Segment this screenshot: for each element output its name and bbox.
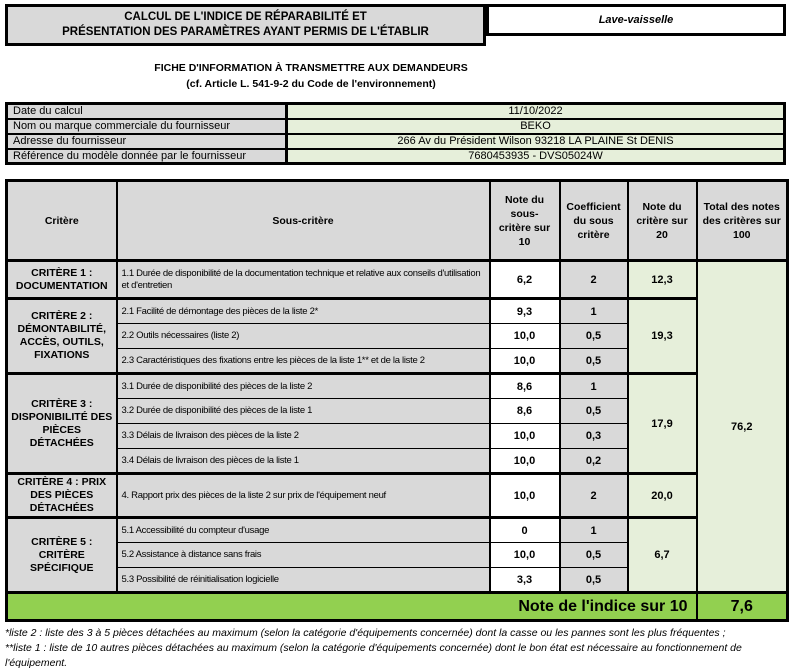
subcriterion-2-3-label: 2.3 Caractéristiques des fixations entre… (115, 348, 491, 374)
table-row: 2.2 Outils nécessaires (liste 2) 10,0 0,… (7, 323, 788, 349)
table-row: 3.2 Durée de disponibilité des pièces de… (7, 398, 788, 424)
subcriterion-2-3-coefficient: 0,5 (558, 348, 629, 374)
subcriterion-4-label: 4. Rapport prix des pièces de la liste 2… (115, 472, 491, 518)
subcriterion-2-1-coefficient: 1 (558, 297, 629, 324)
subcriterion-5-3-coefficient: 0,5 (558, 567, 629, 593)
index-score-value: 7,6 (695, 591, 789, 621)
info-value-brand: BEKO (285, 117, 786, 135)
table-row: 5.2 Assistance à distance sans frais 10,… (7, 542, 788, 568)
footnote-liste-1: **liste 1 : liste de 10 autres pièces dé… (5, 642, 742, 654)
criterion-3-name: CRITÈRE 3 : DISPONIBILITÉ DES PIÈCES DÉT… (5, 372, 118, 474)
table-row: CRITÈRE 2 : DÉMONTABILITÉ, ACCÈS, OUTILS… (5, 297, 788, 374)
col-header-coefficient: Coefficient du sous critère (558, 180, 629, 261)
product-type-label: Lave-vaisselle (598, 14, 674, 26)
subcriterion-3-3-label: 3.3 Délais de livraison des pièces de la… (115, 423, 491, 449)
subcriterion-1-1-coefficient: 2 (558, 259, 629, 299)
index-score-label: Note de l'indice sur 10 (5, 591, 698, 621)
subcriterion-3-1-label: 3.1 Durée de disponibilité des pièces de… (115, 372, 491, 399)
subcriterion-2-2-coefficient: 0,5 (558, 323, 629, 349)
criterion-3-score-20: 17,9 (626, 372, 698, 474)
subcriterion-3-4-coefficient: 0,2 (558, 448, 629, 474)
subcriterion-5-2-coefficient: 0,5 (558, 542, 629, 568)
subcriterion-5-1-label: 5.1 Accessibilité du compteur d'usage (115, 516, 491, 543)
subcriterion-3-4-label: 3.4 Délais de livraison des pièces de la… (115, 448, 491, 474)
footnotes: *liste 2 : liste des 3 à 5 pièces détach… (5, 626, 786, 671)
total-score-100: 76,2 (695, 259, 789, 593)
criterion-1-name: CRITÈRE 1 : DOCUMENTATION (5, 259, 118, 299)
document-header: CALCUL DE L'INDICE DE RÉPARABILITÉ ET PR… (5, 4, 786, 46)
table-row: CRITÈRE 1 : DOCUMENTATION 1.1 Durée de d… (5, 259, 789, 593)
subcriterion-3-2-label: 3.2 Durée de disponibilité des pièces de… (115, 398, 491, 424)
document-subtitle: FICHE D'INFORMATION À TRANSMETTRE AUX DE… (5, 60, 617, 92)
criterion-4-name: CRITÈRE 4 : PRIX DES PIÈCES DÉTACHÉES (5, 472, 118, 518)
subcriterion-2-2-label: 2.2 Outils nécessaires (liste 2) (115, 323, 491, 349)
product-type-box: Lave-vaisselle (486, 4, 786, 36)
subtitle-line-1: FICHE D'INFORMATION À TRANSMETTRE AUX DE… (154, 62, 468, 74)
criterion-2-score-20: 19,3 (626, 297, 698, 374)
col-header-sous-critere: Sous-critère (115, 180, 491, 261)
info-row-reference: Référence du modèle donnée par le fourni… (5, 147, 786, 165)
subcriterion-3-1-score: 8,6 (488, 372, 561, 399)
subcriterion-4-score: 10,0 (488, 472, 561, 518)
title-line-1: CALCUL DE L'INDICE DE RÉPARABILITÉ ET (124, 11, 367, 23)
subcriterion-3-4-score: 10,0 (488, 448, 561, 474)
subtitle-line-2: (cf. Article L. 541-9-2 du Code de l'env… (186, 78, 436, 90)
criteria-table-header: Critère Sous-critère Note du sous-critèr… (5, 180, 789, 261)
subcriterion-5-3-score: 3,3 (488, 567, 561, 593)
subcriterion-1-1-score: 6,2 (488, 259, 561, 299)
col-header-critere: Critère (5, 180, 118, 261)
subcriterion-4-coefficient: 2 (558, 472, 629, 518)
subcriterion-5-1-score: 0 (488, 516, 561, 543)
table-row: CRITÈRE 5 : CRITÈRE SPÉCIFIQUE 5.1 Acces… (5, 516, 788, 593)
index-score-row: Note de l'indice sur 10 7,6 (5, 591, 789, 621)
subcriterion-3-1-coefficient: 1 (558, 372, 629, 399)
subcriterion-5-2-label: 5.2 Assistance à distance sans frais (115, 542, 491, 568)
table-row: 3.3 Délais de livraison des pièces de la… (7, 423, 788, 449)
info-row-brand: Nom ou marque commerciale du fournisseur… (5, 117, 786, 135)
col-header-note-sous-critere: Note du sous-critère sur 10 (488, 180, 561, 261)
subcriterion-3-2-score: 8,6 (488, 398, 561, 424)
info-label-reference: Référence du modèle donnée par le fourni… (5, 147, 288, 165)
subcriterion-2-2-score: 10,0 (488, 323, 561, 349)
info-row-address: Adresse du fournisseur 266 Av du Préside… (5, 132, 786, 150)
table-row: CRITÈRE 4 : PRIX DES PIÈCES DÉTACHÉES 4.… (5, 472, 788, 518)
table-row: CRITÈRE 3 : DISPONIBILITÉ DES PIÈCES DÉT… (5, 372, 788, 474)
subcriterion-1-1-label: 1.1 Durée de disponibilité de la documen… (115, 259, 491, 299)
supplier-info-table: Date du calcul 11/10/2022 Nom ou marque … (5, 102, 786, 165)
info-value-address: 266 Av du Président Wilson 93218 LA PLAI… (285, 132, 786, 150)
info-label-date: Date du calcul (5, 102, 288, 120)
footnote-liste-2: *liste 2 : liste des 3 à 5 pièces détach… (5, 627, 726, 639)
criteria-table: Critère Sous-critère Note du sous-critèr… (5, 179, 789, 622)
criterion-4-score-20: 20,0 (626, 472, 698, 518)
info-label-brand: Nom ou marque commerciale du fournisseur (5, 117, 288, 135)
table-row: 2.3 Caractéristiques des fixations entre… (7, 348, 788, 374)
subcriterion-5-1-coefficient: 1 (558, 516, 629, 543)
info-row-date: Date du calcul 11/10/2022 (5, 102, 786, 120)
subcriterion-2-1-label: 2.1 Facilité de démontage des pièces de … (115, 297, 491, 324)
criterion-1-score-20: 12,3 (626, 259, 698, 299)
criterion-2-name: CRITÈRE 2 : DÉMONTABILITÉ, ACCÈS, OUTILS… (5, 297, 118, 374)
info-value-reference: 7680453935 - DVS05024W (285, 147, 786, 165)
col-header-note-critere: Note du critère sur 20 (626, 180, 698, 261)
criterion-5-score-20: 6,7 (626, 516, 698, 593)
table-row: 5.3 Possibilité de réinitialisation logi… (7, 567, 788, 593)
subcriterion-3-3-score: 10,0 (488, 423, 561, 449)
subcriterion-2-1-score: 9,3 (488, 297, 561, 324)
subcriterion-3-2-coefficient: 0,5 (558, 398, 629, 424)
subcriterion-5-2-score: 10,0 (488, 542, 561, 568)
title-line-2: PRÉSENTATION DES PARAMÈTRES AYANT PERMIS… (62, 26, 429, 38)
document-title-box: CALCUL DE L'INDICE DE RÉPARABILITÉ ET PR… (5, 4, 486, 46)
subcriterion-5-3-label: 5.3 Possibilité de réinitialisation logi… (115, 567, 491, 593)
info-label-address: Adresse du fournisseur (5, 132, 288, 150)
col-header-total: Total des notes des critères sur 100 (695, 180, 789, 261)
info-value-date: 11/10/2022 (285, 102, 786, 120)
subcriterion-2-3-score: 10,0 (488, 348, 561, 374)
criterion-5-name: CRITÈRE 5 : CRITÈRE SPÉCIFIQUE (5, 516, 118, 593)
subcriterion-3-3-coefficient: 0,3 (558, 423, 629, 449)
